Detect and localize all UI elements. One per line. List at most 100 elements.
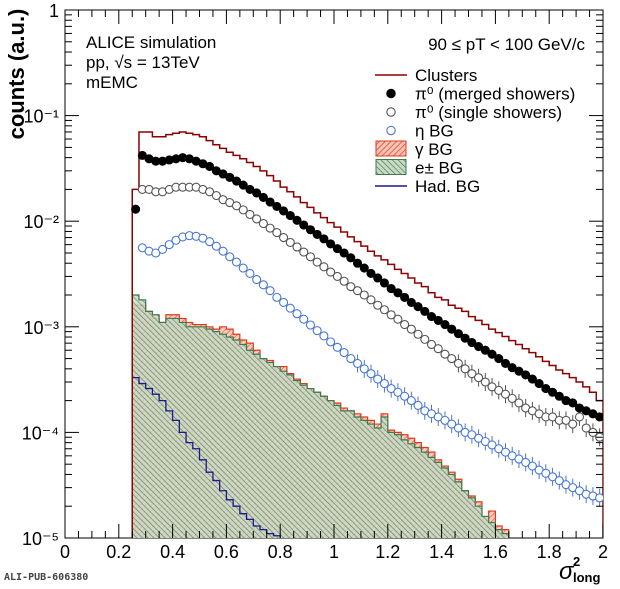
pi0-merged-point — [548, 387, 558, 397]
pi0-merged-point — [265, 197, 275, 207]
x-tick-label: 0.8 — [268, 542, 293, 562]
pi0-merged-point — [299, 220, 309, 230]
legend-label: Had. BG — [415, 177, 480, 196]
pi0-single-point — [292, 242, 302, 252]
pi0-single-point — [460, 364, 470, 374]
pi0-merged-point — [346, 253, 356, 263]
x-tick-label: 1.8 — [537, 542, 562, 562]
pi0-single-point — [312, 257, 322, 267]
pi0-merged-point — [285, 211, 295, 221]
pi0-single-point — [252, 214, 262, 224]
pi0-merged-point — [238, 180, 248, 190]
y-tick-label: 1 — [49, 1, 59, 21]
pi0-single-point — [285, 237, 295, 247]
pi0-single-point — [279, 233, 289, 243]
legend-entry-single: π⁰ (single showers) — [386, 103, 562, 122]
legend-entry-gamma: γ BG — [375, 140, 453, 159]
eta-bg-point — [440, 415, 450, 425]
pi0-merged-point — [312, 229, 322, 239]
pi0-single-point — [400, 320, 410, 330]
footer-id: ALI-PUB-606380 — [4, 572, 89, 583]
eta-bg-point — [319, 331, 329, 341]
eta-bg-point — [406, 396, 416, 406]
pi0-single-point — [467, 369, 477, 379]
pi0-single-point — [406, 324, 416, 334]
pi0-merged-point — [258, 192, 268, 202]
eta-bg-point — [312, 326, 322, 336]
annotation-detector: mEMC — [86, 73, 138, 92]
pi0-merged-point — [474, 342, 484, 352]
eta-bg-point — [157, 244, 168, 255]
pi0-single-point — [426, 339, 437, 350]
pi0-merged-point — [393, 288, 403, 298]
pi0-merged-point — [521, 370, 531, 380]
eta-bg-point — [548, 472, 558, 482]
pi0-merged-point — [527, 374, 537, 384]
pi0-single-point — [272, 228, 282, 238]
legend-label: Clusters — [415, 66, 477, 85]
eta-bg-point — [386, 384, 396, 394]
legend-box-swatch — [375, 159, 407, 175]
eta-bg-point — [225, 252, 235, 262]
eta-bg-point — [218, 246, 228, 256]
pi0-single-point — [474, 373, 484, 383]
y-tick-label: 10⁻¹ — [23, 107, 59, 127]
pi0-merged-point — [500, 358, 511, 368]
eta-bg-point — [554, 475, 564, 486]
y-tick-label: 10⁻² — [23, 212, 59, 232]
eta-bg-point — [339, 348, 349, 358]
pi0-merged-point — [568, 398, 578, 408]
series-clusters-line — [131, 131, 603, 538]
annotation-experiment: ALICE simulation — [86, 33, 216, 52]
pi0-merged-point — [480, 345, 490, 355]
pi0-merged-point — [406, 297, 416, 308]
legend-entry-eta: η BG — [386, 122, 454, 141]
eta-bg-point — [205, 237, 215, 247]
pi0-merged-point — [460, 333, 470, 343]
pi0-merged-point — [292, 215, 302, 225]
pi0-single-point — [231, 201, 242, 211]
pi0-single-point — [413, 329, 423, 339]
eta-bg-point — [285, 303, 295, 313]
pi0-merged-point — [413, 302, 423, 312]
eta-bg-point — [359, 364, 369, 374]
eta-bg-point — [332, 342, 342, 352]
legend-entry-hadron: Had. BG — [375, 177, 480, 196]
pi0-merged-point — [326, 239, 336, 249]
eta-bg-point — [500, 447, 511, 457]
pi0-single-point — [352, 286, 363, 296]
pi0-single-point — [420, 334, 430, 344]
y-tick-label: 10⁻⁴ — [22, 423, 59, 443]
annotation-block: ALICE simulation pp, √s = 13TeV mEMC 90 … — [86, 33, 585, 92]
legend-marker-swatch — [386, 125, 396, 136]
pi0-single-point — [379, 305, 389, 315]
pi0-merged-point — [339, 248, 349, 258]
pi0-merged-point — [359, 263, 369, 273]
pi0-merged-point — [453, 329, 463, 339]
pi0-single-point — [205, 187, 215, 197]
eta-bg-point — [164, 240, 174, 250]
pi0-merged-point — [433, 315, 443, 325]
pi0-merged-point — [379, 278, 389, 288]
pi0-merged-point — [467, 337, 477, 348]
eta-bg-point — [595, 493, 603, 503]
eta-bg-point — [521, 457, 531, 467]
eta-bg-point — [258, 280, 268, 290]
y-tick-label: 10⁻⁵ — [22, 529, 59, 549]
pi0-merged-point — [400, 292, 410, 302]
pi0-single-point — [507, 393, 517, 403]
pi0-merged-point — [447, 324, 457, 334]
x-axis-exponent: 2 — [573, 554, 580, 569]
y-axis-label: counts (a.u.) — [4, 9, 29, 140]
pi0-single-point — [393, 314, 403, 324]
eta-bg-point — [373, 374, 383, 384]
eta-bg-point — [393, 387, 403, 397]
pi0-single-point — [500, 389, 511, 399]
pi0-merged-point — [366, 268, 376, 279]
eta-bg-point — [400, 391, 410, 401]
pi0-single-point — [453, 358, 463, 368]
annotation-pt-range: 90 ≤ pT < 100 GeV/c — [428, 35, 585, 54]
pi0-single-point — [346, 282, 356, 292]
pi0-merged-point — [231, 176, 242, 186]
pi0-merged-point — [554, 391, 564, 401]
